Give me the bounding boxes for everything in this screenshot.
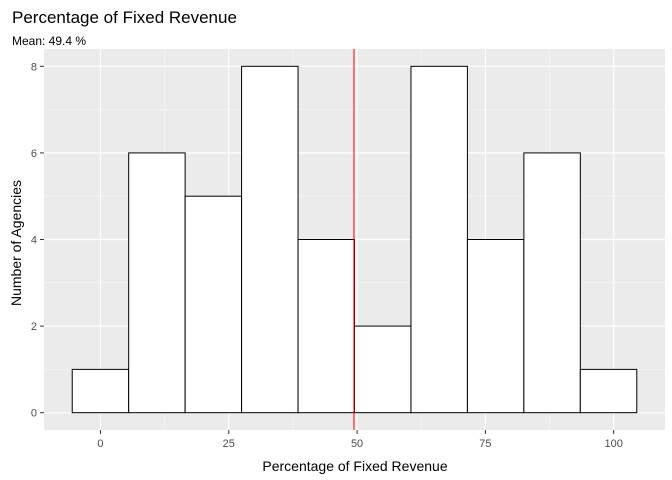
y-axis-title: Number of Agencies (8, 180, 24, 306)
histogram-bar (241, 65, 299, 414)
y-axis-ticks: 0 2 4 6 8 (31, 61, 44, 420)
histogram-bar (184, 195, 243, 414)
y-tick-label: 0 (31, 408, 37, 420)
x-axis-ticks: 0 25 50 75 100 (97, 430, 623, 450)
x-tick-label: 0 (97, 438, 103, 450)
x-tick-label: 100 (604, 438, 622, 450)
x-axis-title: Percentage of Fixed Revenue (262, 458, 447, 474)
x-tick-label: 25 (223, 438, 235, 450)
y-tick-label: 2 (31, 321, 37, 333)
histogram-bar (128, 152, 186, 414)
histogram-bar (579, 368, 638, 414)
y-tick-label: 4 (31, 235, 37, 247)
y-tick-label: 6 (31, 148, 37, 160)
chart-title: Percentage of Fixed Revenue (12, 8, 237, 27)
histogram-bars (71, 65, 638, 414)
chart-subtitle: Mean: 49.4 % (12, 34, 86, 48)
y-tick-label: 8 (31, 61, 37, 73)
histogram-bar (354, 325, 412, 414)
x-tick-label: 75 (479, 438, 491, 450)
histogram-bar (523, 152, 581, 414)
histogram-bar (71, 368, 130, 414)
x-tick-label: 50 (351, 438, 363, 450)
histogram-bar (297, 239, 355, 414)
histogram-bar (410, 65, 468, 414)
histogram-bar (466, 239, 525, 414)
